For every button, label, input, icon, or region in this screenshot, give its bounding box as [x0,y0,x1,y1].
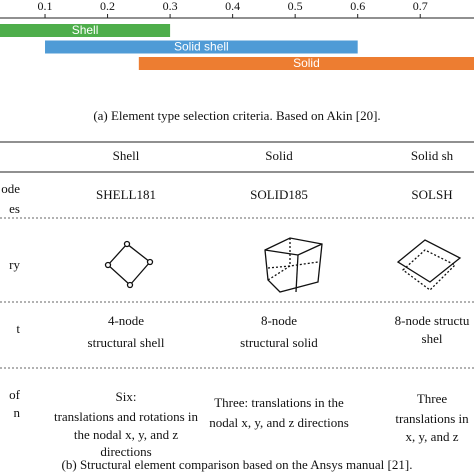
column-header: Solid [265,148,293,163]
bar-label: Solid shell [174,40,229,54]
element-diagrams [104,237,462,293]
cell-text: x, y, and z [406,429,459,444]
bar-label: Shell [72,23,99,37]
cell-text: SOLSH [411,187,452,202]
column-header: Shell [113,148,140,163]
x-tick-label: 0.1 [38,0,53,13]
bar-label: Solid [293,56,320,70]
cell-text: Three [417,391,448,406]
cell-text: translations in [395,411,469,426]
caption-a: (a) Element type selection criteria. Bas… [93,108,380,123]
range-bar [0,24,171,37]
cell-text: shel [422,331,443,346]
cell-text: Three: translations in the [214,395,344,410]
caption-b: (b) Structural element comparison based … [62,457,413,472]
row-label: ode [1,181,20,196]
cell-text: Six: [116,389,137,404]
x-tick-label: 0.6 [350,0,365,13]
x-tick-label: 0.2 [100,0,115,13]
column-header: Solid sh [411,148,454,163]
row-label: of [9,387,21,402]
x-tick-label: 0.4 [225,0,240,13]
row-label: ry [9,257,20,272]
cell-text: nodal x, y, and z directions [209,415,349,430]
cell-text: SOLID185 [250,187,308,202]
range-bar [138,57,474,70]
x-tick-label: 0.5 [288,0,303,13]
cell-text: SHELL181 [96,187,156,202]
x-tick-label: 0.3 [163,0,178,13]
row-label: t [16,321,20,336]
cell-text: the nodal x, y, and z [74,427,178,442]
row-label: es [9,201,20,216]
cell-text: structural shell [88,335,165,350]
cell-text: directions [100,444,151,459]
cell-text: 8-node structu [395,313,470,328]
x-tick-label: 0.7 [413,0,428,13]
cell-text: 8-node [261,313,297,328]
row-label: n [14,405,21,420]
cell-text: 4-node [108,313,144,328]
cell-text: structural solid [240,335,318,350]
cell-text: translations and rotations in [54,409,199,424]
range-bar [45,40,358,54]
